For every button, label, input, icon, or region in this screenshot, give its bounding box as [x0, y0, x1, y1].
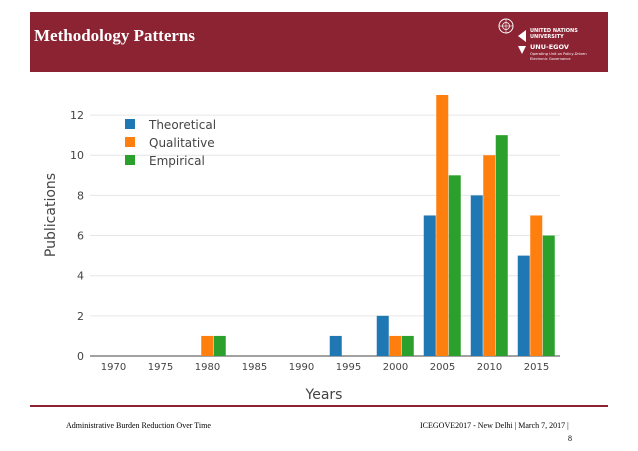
legend-label-empirical: Empirical — [149, 154, 205, 168]
logo-brand-text: UNU-EGOV — [530, 43, 569, 51]
y-tick-label: 2 — [77, 310, 84, 323]
legend-label-theoretical: Theoretical — [148, 118, 216, 132]
y-tick-label: 10 — [70, 149, 84, 162]
bar-empirical-2005 — [448, 175, 461, 356]
x-tick-label: 1975 — [148, 362, 173, 373]
chart-legend: Theoretical Qualitative Empirical — [125, 118, 216, 168]
x-axis-title: Years — [305, 387, 343, 403]
x-tick-label: 1990 — [289, 362, 314, 373]
x-tick-label: 1995 — [336, 362, 361, 373]
x-tick-label: 1985 — [242, 362, 267, 373]
x-tick-label: 1970 — [101, 362, 126, 373]
y-axis-ticks: 0 2 4 6 8 10 12 — [70, 109, 84, 363]
bar-qualitative-2005 — [436, 95, 449, 356]
footer-right-text: ICEGOVE2017 - New Delhi | March 7, 2017 … — [420, 421, 569, 430]
x-tick-label: 2010 — [477, 362, 502, 373]
logo-tagline: Operating Unit on Policy-Driven Electroni… — [530, 52, 587, 61]
x-tick-label: 2000 — [383, 362, 408, 373]
bar-theoretical-1995 — [329, 335, 342, 356]
legend-swatch-empirical — [125, 155, 135, 165]
chart-bars — [201, 95, 555, 356]
bar-qualitative-2000 — [389, 335, 402, 356]
bar-qualitative-1980 — [201, 335, 214, 356]
bar-theoretical-2015 — [517, 255, 530, 356]
bar-empirical-2000 — [401, 335, 414, 356]
bar-qualitative-2015 — [530, 215, 543, 356]
legend-swatch-theoretical — [125, 119, 135, 129]
bar-theoretical-2005 — [423, 215, 436, 356]
y-tick-label: 12 — [70, 109, 84, 122]
y-tick-label: 8 — [77, 189, 84, 202]
x-tick-label: 2005 — [430, 362, 455, 373]
bar-qualitative-2010 — [483, 155, 496, 356]
footer-rule — [30, 405, 608, 407]
y-tick-label: 4 — [77, 270, 84, 283]
bar-empirical-2015 — [542, 235, 555, 356]
y-tick-label: 0 — [77, 350, 84, 363]
legend-label-qualitative: Qualitative — [149, 136, 215, 150]
x-tick-label: 2015 — [524, 362, 549, 373]
bar-empirical-2010 — [495, 135, 508, 356]
x-axis-ticks: 1970 1975 1980 1985 1990 1995 2000 2005 2010 2015 — [101, 362, 549, 373]
y-tick-label: 6 — [77, 230, 84, 243]
bar-theoretical-2000 — [376, 315, 389, 356]
page-number: 8 — [568, 434, 572, 443]
bar-empirical-1980 — [213, 335, 226, 356]
bar-theoretical-2010 — [470, 195, 483, 356]
x-tick-label: 1980 — [195, 362, 220, 373]
un-emblem-icon — [498, 18, 526, 54]
footer-left-text: Administrative Burden Reduction Over Tim… — [66, 421, 211, 430]
legend-swatch-qualitative — [125, 137, 135, 147]
slide-title: Methodology Patterns — [34, 26, 196, 45]
unu-egov-logo: UNITED NATIONS UNIVERSITY UNU-EGOV Operat… — [496, 16, 606, 66]
y-axis-title: Publications — [43, 173, 59, 257]
logo-un-text: UNITED NATIONS UNIVERSITY — [530, 28, 578, 40]
